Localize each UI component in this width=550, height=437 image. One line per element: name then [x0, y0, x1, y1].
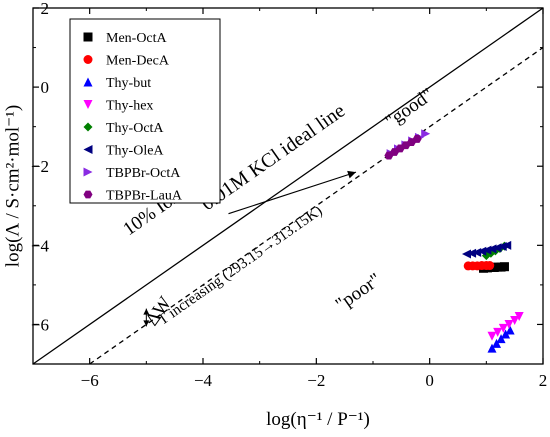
- plot-border: [32, 7, 544, 365]
- legend-marker: [83, 100, 93, 109]
- data-point: [502, 240, 512, 250]
- data-point: [496, 334, 506, 344]
- legend-label: TBPBr-LauA: [106, 189, 183, 204]
- legend-label: Men-DecA: [106, 54, 170, 69]
- x-tick-label: −6: [81, 371, 99, 390]
- legend-marker: [83, 32, 93, 42]
- data-points: [384, 129, 524, 353]
- data-point: [412, 135, 422, 143]
- legend-item: Thy-OctA: [83, 121, 164, 136]
- temperature-annotation: T increasing (293.15→313.15K): [155, 203, 325, 329]
- temperature-arrowhead: [347, 170, 356, 179]
- y-tick-label: 2: [41, 0, 50, 18]
- data-point: [492, 243, 502, 253]
- series-thy-olea: [462, 240, 512, 259]
- data-point: [487, 244, 497, 254]
- legend-label: Thy-but: [106, 76, 151, 91]
- legend-marker: [83, 77, 93, 87]
- series-thy-hex: [487, 312, 524, 341]
- series-thy-but: [487, 325, 515, 353]
- data-point: [467, 248, 477, 258]
- y-tick-label: −4: [31, 236, 50, 255]
- kcl-ideal-line: [32, 7, 544, 365]
- legend-box: [69, 18, 221, 204]
- legend-label: Men-OctA: [106, 31, 168, 46]
- delta-w-arrowhead-up: [143, 308, 150, 315]
- legend-item: Men-OctA: [83, 31, 168, 46]
- data-point: [499, 262, 509, 272]
- data-point: [493, 327, 503, 337]
- legend-label: TBPBr-OctA: [106, 166, 181, 181]
- x-tick-label: 0: [425, 371, 434, 390]
- data-point: [514, 312, 524, 322]
- poor-label: "poor": [332, 269, 385, 315]
- legend-label: Thy-OctA: [106, 121, 164, 136]
- legend-label: Thy-hex: [106, 99, 153, 114]
- legend-label: Thy-OleA: [106, 144, 164, 159]
- data-point: [487, 343, 497, 353]
- data-point: [492, 338, 502, 348]
- data-point: [472, 247, 482, 257]
- data-point: [485, 261, 495, 271]
- data-point: [477, 246, 487, 256]
- legend-marker: [83, 145, 93, 154]
- plot-frame: [32, 7, 544, 365]
- y-tick-label: −6: [31, 315, 49, 334]
- ionicity-10pct-line: [89, 47, 544, 365]
- data-point: [505, 325, 515, 335]
- x-tick-label: 2: [539, 371, 548, 390]
- legend-item: Men-DecA: [83, 54, 170, 69]
- data-point: [421, 129, 431, 139]
- legend-item: Thy-but: [83, 76, 151, 91]
- legend-marker: [83, 122, 93, 132]
- data-point: [498, 323, 508, 333]
- axis-ticks: −6 −4 −2 0 2 −6 −4 −2 0 2: [31, 0, 547, 390]
- x-tick-label: −2: [307, 371, 325, 390]
- data-point: [487, 331, 497, 341]
- data-point: [501, 329, 511, 339]
- series-men-deca: [463, 261, 495, 271]
- legend-marker: [83, 190, 93, 199]
- temperature-arrow: [228, 171, 357, 215]
- legend-item: Thy-OleA: [83, 144, 164, 159]
- legend-item: Thy-hex: [83, 99, 153, 114]
- legend-marker: [83, 167, 93, 177]
- data-point: [462, 249, 471, 259]
- x-tick-label: −4: [194, 371, 213, 390]
- good-label: "good": [382, 84, 438, 132]
- legend-item: TBPBr-OctA: [83, 166, 181, 181]
- x-axis-title: log(η⁻¹ / P⁻¹): [266, 409, 370, 430]
- y-tick-label: 0: [41, 78, 50, 97]
- legend-item: TBPBr-LauA: [83, 189, 183, 204]
- y-axis-title: log(Λ / S·cm²·mol⁻¹): [2, 105, 23, 267]
- legend: Men-OctA Men-DecA Thy-but Thy-hex Thy-OctA Th…: [69, 18, 221, 204]
- data-point: [510, 315, 520, 325]
- legend-marker: [83, 55, 93, 64]
- data-point: [504, 319, 514, 329]
- series-tbpbr-laua: [384, 135, 422, 160]
- delta-w-arrowhead-down: [143, 320, 150, 327]
- y-tick-label: −2: [31, 157, 49, 176]
- data-point: [482, 245, 492, 255]
